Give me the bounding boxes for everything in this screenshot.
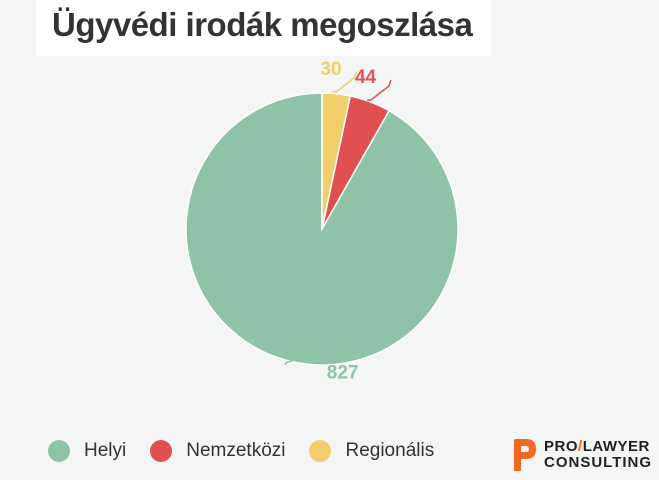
logo-lawyer-text: LAWYER	[582, 438, 650, 455]
leader-line-helyi	[284, 349, 330, 365]
logo-slash: /	[578, 438, 583, 455]
legend-swatch-regionalis	[309, 440, 332, 462]
chart-title: Ügyvédi irodák megoszlása	[52, 6, 473, 43]
chart-legend: Helyi Nemzetközi Regionális	[48, 437, 458, 465]
data-label-helyi: 827	[327, 362, 359, 383]
legend-label-helyi: Helyi	[84, 440, 127, 461]
leader-line-nemzetkozi	[366, 79, 392, 101]
legend-item-helyi[interactable]: Helyi	[48, 440, 126, 462]
logo-pro-text: PRO	[544, 438, 579, 455]
data-label-regionalis: 30	[320, 59, 341, 80]
data-label-nemzetkozi: 44	[355, 67, 377, 88]
legend-item-regionalis[interactable]: Regionális	[309, 440, 434, 462]
logo-consulting-text: CONSULTING	[544, 454, 653, 471]
pie-slice-regionalis[interactable]	[321, 92, 352, 230]
legend-swatch-nemzetkozi	[150, 440, 173, 462]
logo-p-icon	[514, 439, 536, 471]
legend-label-regionalis: Regionális	[345, 440, 435, 461]
title-background	[36, 0, 491, 56]
leader-line-regionalis	[332, 71, 358, 93]
pro-lawyer-consulting-logo: PRO/LAWYER CONSULTING	[512, 437, 659, 473]
legend-swatch-helyi	[48, 440, 70, 462]
legend-label-nemzetkozi: Nemzetközi	[186, 440, 286, 461]
legend-item-nemzetkozi[interactable]: Nemzetközi	[150, 440, 285, 462]
